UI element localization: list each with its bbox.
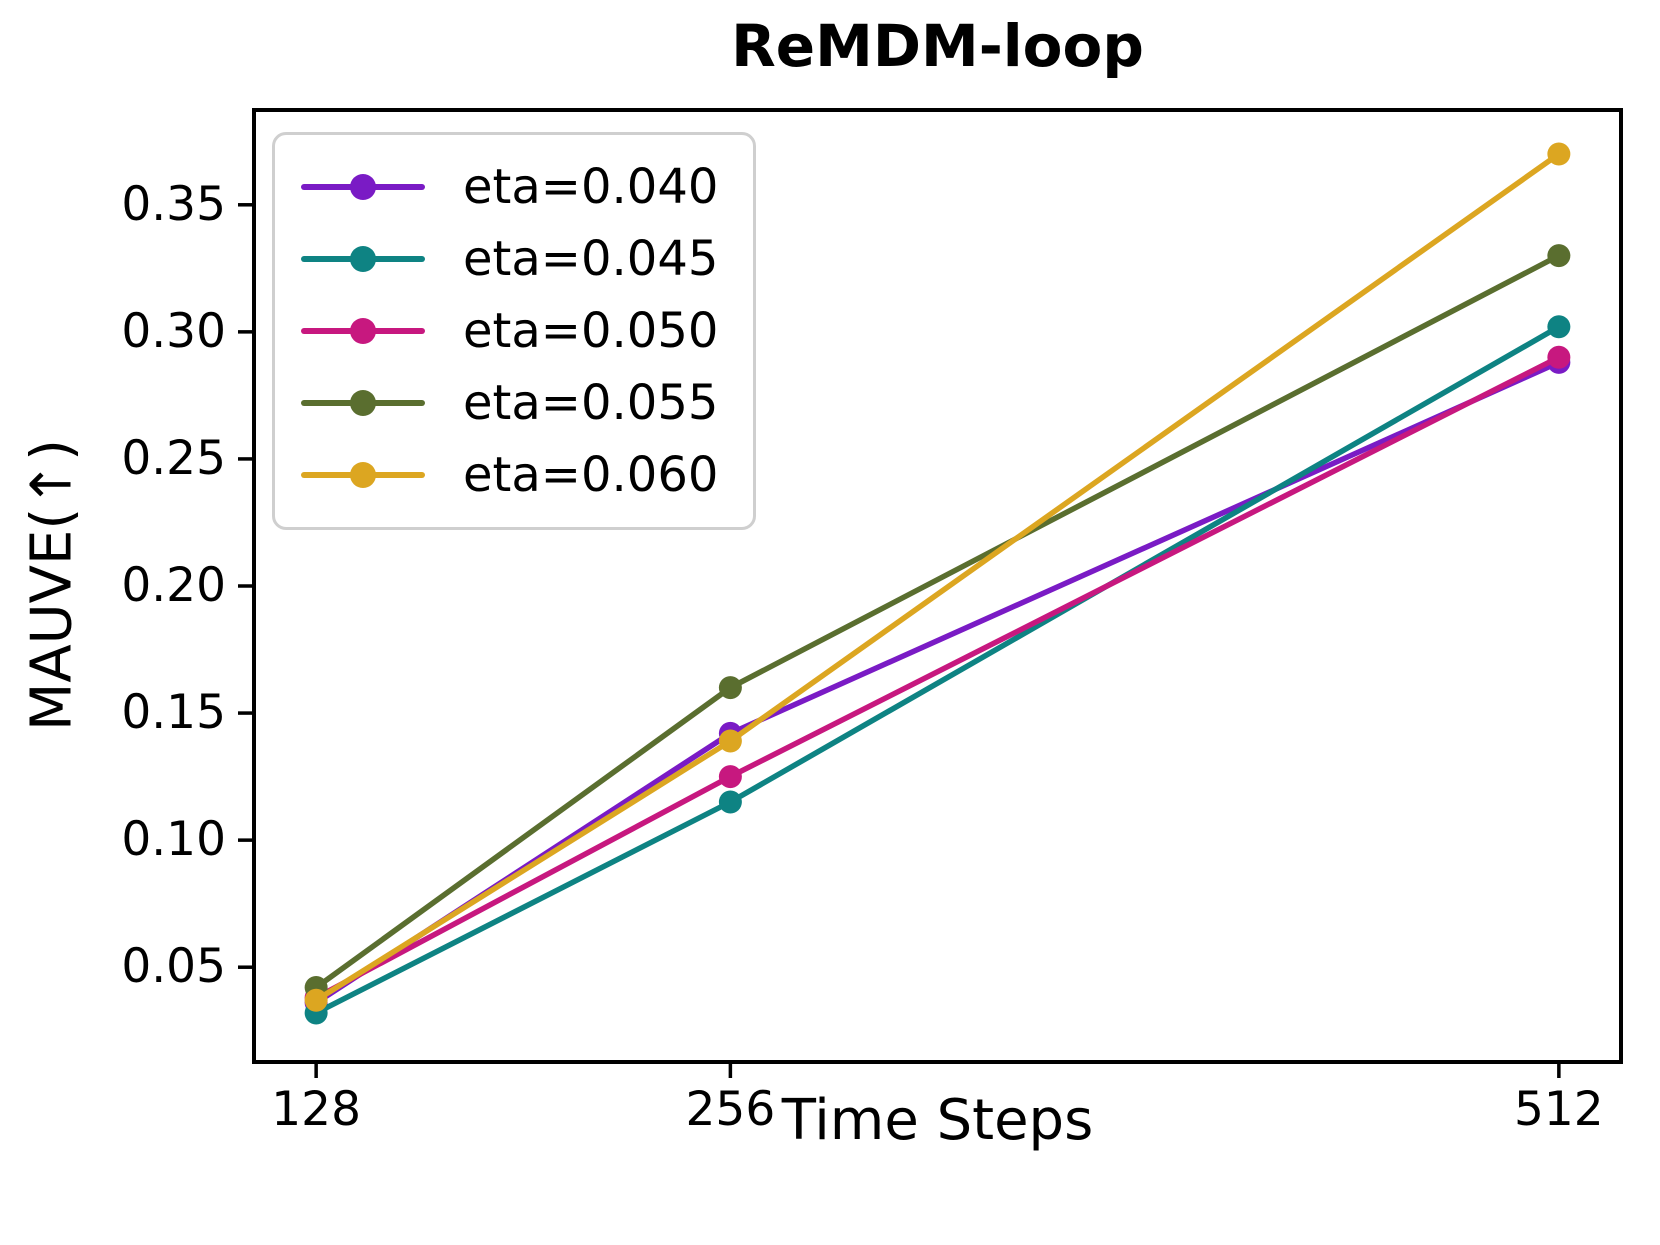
y-tick-label: 0.20 [121, 558, 226, 613]
legend-marker-icon [350, 462, 376, 488]
axes-spines [252, 108, 1623, 1064]
legend-item: eta=0.055 [301, 367, 723, 439]
y-tick-label: 0.35 [121, 176, 226, 232]
x-tick-label: 512 [1514, 1082, 1604, 1137]
y-tick-label: 0.30 [121, 303, 226, 359]
y-tick-label: 0.15 [121, 685, 226, 741]
y-tick-label: 0.25 [121, 430, 226, 486]
data-point-marker-eta=0.060-128 [304, 988, 328, 1012]
legend-item: eta=0.040 [301, 151, 723, 223]
legend-item: eta=0.045 [301, 223, 723, 295]
data-point-marker-eta=0.060-512 [1547, 142, 1571, 166]
legend-label: eta=0.060 [463, 447, 719, 503]
legend-marker-icon [350, 246, 376, 272]
legend-sample [301, 174, 425, 200]
chart-title: ReMDM-loop [731, 12, 1144, 80]
legend-item: eta=0.060 [301, 439, 723, 511]
x-tick-label: 256 [685, 1082, 776, 1137]
data-point-marker-eta=0.050-512 [1547, 345, 1571, 369]
legend-item: eta=0.050 [301, 295, 723, 367]
data-point-marker-eta=0.055-512 [1547, 244, 1571, 268]
legend-label: eta=0.040 [463, 159, 719, 215]
x-axis-label: Time Steps [781, 1088, 1094, 1153]
legend: eta=0.040 eta=0.045 eta=0.050 eta=0.055 eta=… [272, 132, 756, 530]
legend-label: eta=0.055 [463, 375, 719, 431]
legend-label: eta=0.050 [463, 303, 719, 359]
legend-marker-icon [350, 390, 376, 416]
y-tick-label: 0.05 [121, 939, 226, 995]
data-point-marker-eta=0.045-512 [1547, 315, 1571, 339]
legend-marker-icon [350, 318, 376, 344]
data-point-marker-eta=0.045-256 [718, 790, 742, 814]
data-point-marker-eta=0.050-256 [718, 765, 742, 789]
legend-sample [301, 390, 425, 416]
y-tick-label: 0.10 [121, 812, 226, 868]
x-tick-label: 128 [271, 1082, 361, 1137]
legend-sample [301, 462, 425, 488]
legend-marker-icon [350, 174, 376, 200]
legend-label: eta=0.045 [463, 231, 719, 287]
data-point-marker-eta=0.060-256 [718, 729, 742, 753]
legend-sample [301, 246, 425, 272]
data-point-marker-eta=0.055-256 [718, 676, 742, 700]
legend-sample [301, 318, 425, 344]
